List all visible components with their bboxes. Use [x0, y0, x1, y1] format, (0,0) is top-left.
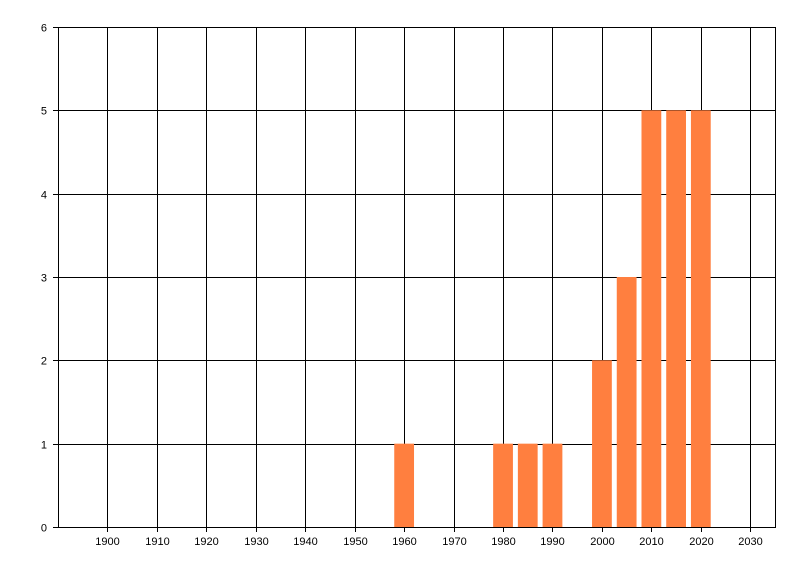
y-tick-label: 2 [41, 356, 47, 368]
x-tick-label: 1900 [95, 536, 119, 548]
x-tick-labels: 1900 1910 1920 1930 1940 1950 1960 1970 1980 1990… [95, 536, 762, 548]
x-tick-label: 1950 [343, 536, 367, 548]
y-tick-label: 5 [41, 106, 47, 118]
axes [58, 27, 776, 528]
x-tick-label: 2020 [689, 536, 713, 548]
bar [666, 110, 686, 527]
bar [690, 110, 711, 527]
bar [394, 443, 415, 527]
x-tick-label: 1980 [491, 536, 515, 548]
y-tick-labels: 0 1 2 3 4 5 6 [41, 23, 47, 535]
x-tick-label: 2000 [590, 536, 614, 548]
y-tick-label: 6 [41, 23, 47, 35]
x-tick-label: 1920 [194, 536, 218, 548]
bar [641, 110, 662, 527]
x-tick-label: 1910 [145, 536, 169, 548]
bars [394, 110, 711, 527]
x-tick-label: 1970 [442, 536, 466, 548]
y-tick-label: 3 [41, 273, 47, 285]
bar [493, 443, 513, 527]
y-tick-label: 0 [41, 523, 47, 535]
x-tick-label: 1960 [392, 536, 416, 548]
x-tick-label: 1930 [244, 536, 268, 548]
x-tick-label: 1990 [540, 536, 564, 548]
bar [592, 360, 612, 527]
x-tick-label: 1940 [293, 536, 317, 548]
y-tick-label: 4 [41, 190, 47, 202]
y-tick-label: 1 [41, 440, 47, 452]
bar [517, 443, 538, 527]
x-tick-label: 2030 [738, 536, 762, 548]
bar [616, 277, 637, 527]
x-tick-label: 2010 [639, 536, 663, 548]
bar [542, 443, 563, 527]
